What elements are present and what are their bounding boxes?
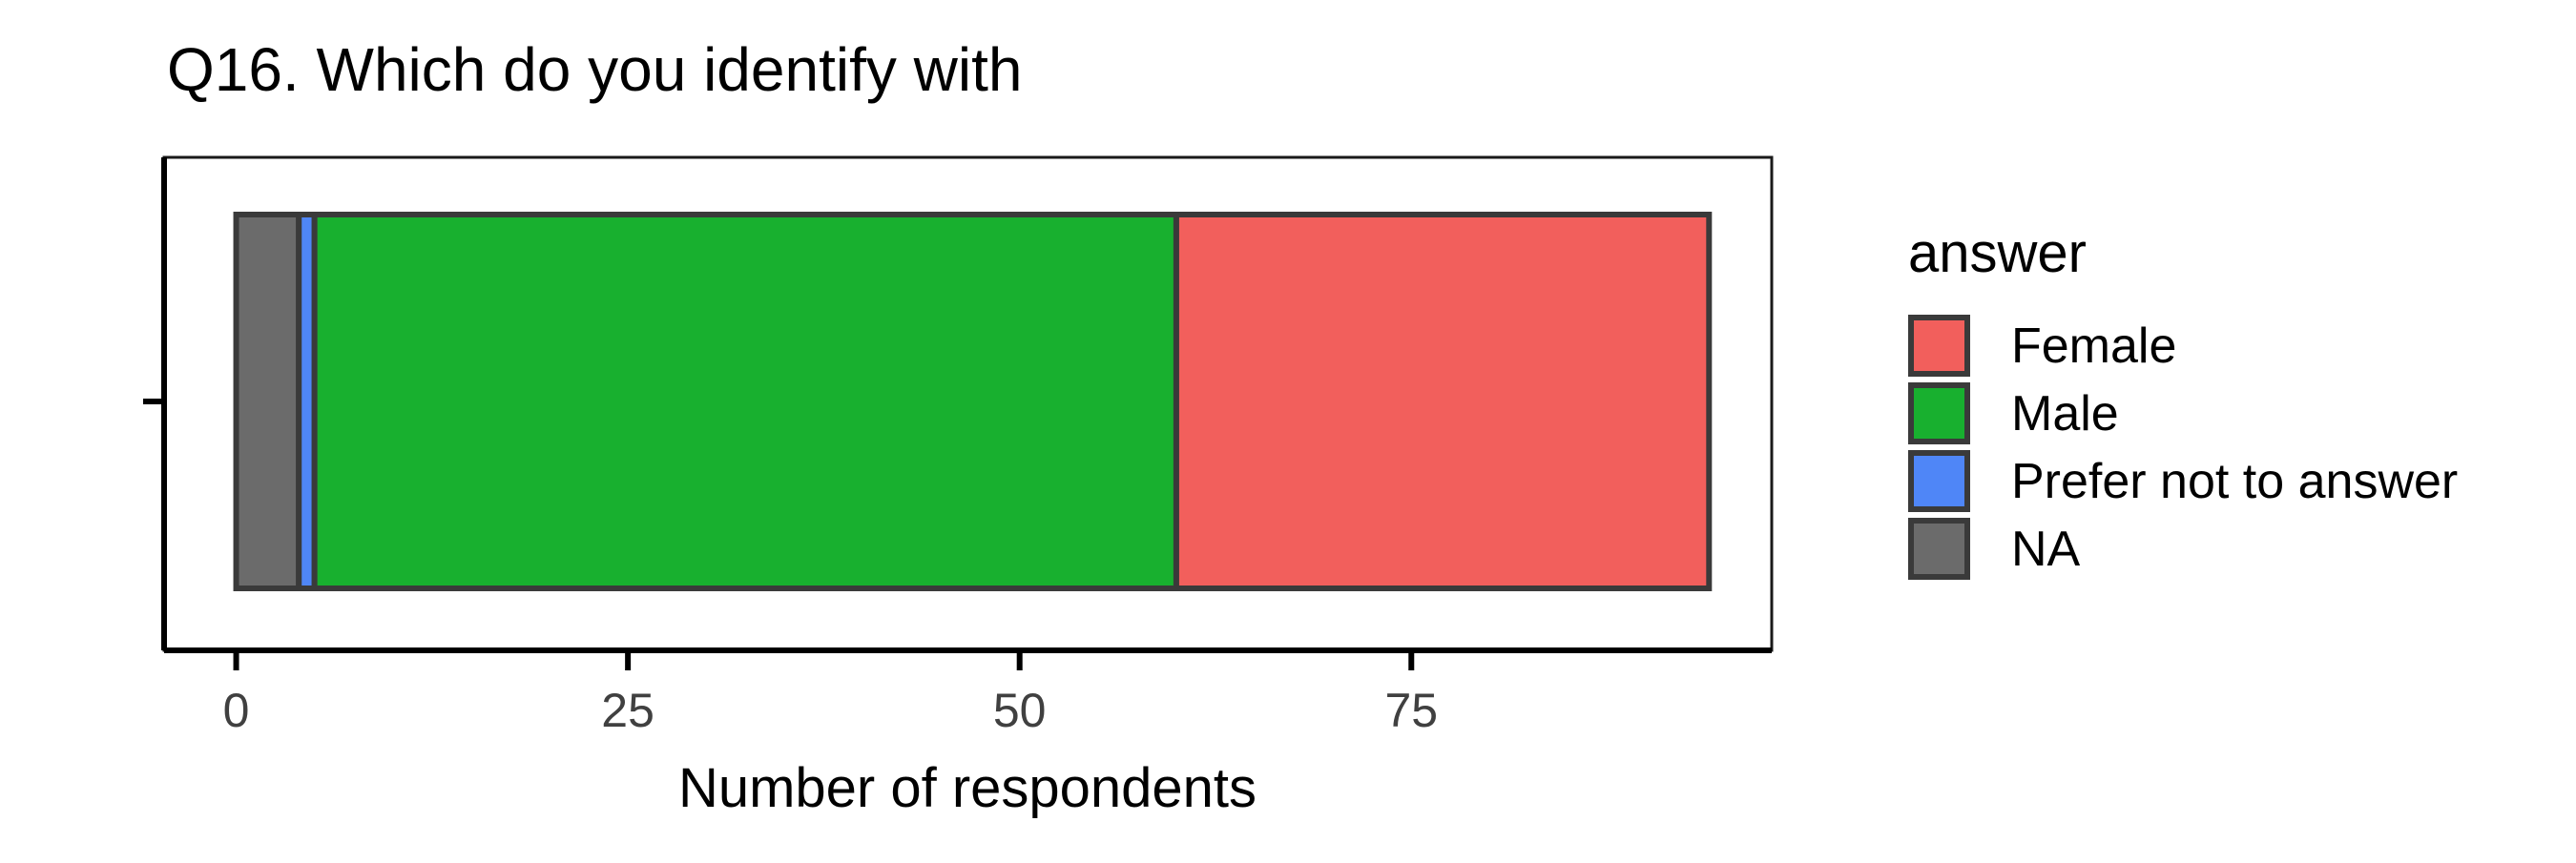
bar-segment-na [233, 212, 302, 591]
legend: answer Female Male Prefer not to answer NA [1908, 222, 2458, 580]
bar-stack [233, 212, 1713, 591]
legend-label-prefer-not-to-answer: Prefer not to answer [2011, 454, 2458, 509]
bar-segment-female [1173, 212, 1713, 591]
legend-label-na: NA [2011, 522, 2081, 577]
x-axis-label: Number of respondents [678, 757, 1257, 819]
x-axis-ticks: 0 25 50 75 [223, 650, 1438, 737]
legend-label-male: Male [2011, 386, 2119, 442]
x-tick-label: 75 [1384, 684, 1438, 737]
legend-swatch-prefer-not-to-answer [1908, 450, 1970, 512]
chart-title: Q16. Which do you identify with [167, 35, 1022, 104]
legend-title: answer [1908, 222, 2087, 284]
legend-swatch-female [1908, 315, 1970, 377]
x-tick-label: 50 [993, 684, 1047, 737]
legend-swatch-male [1908, 382, 1970, 444]
legend-swatch-na [1908, 518, 1970, 580]
legend-label-female: Female [2011, 318, 2176, 374]
x-tick-label: 25 [601, 684, 654, 737]
bar-segment-male [311, 212, 1179, 591]
x-tick-label: 0 [223, 684, 250, 737]
